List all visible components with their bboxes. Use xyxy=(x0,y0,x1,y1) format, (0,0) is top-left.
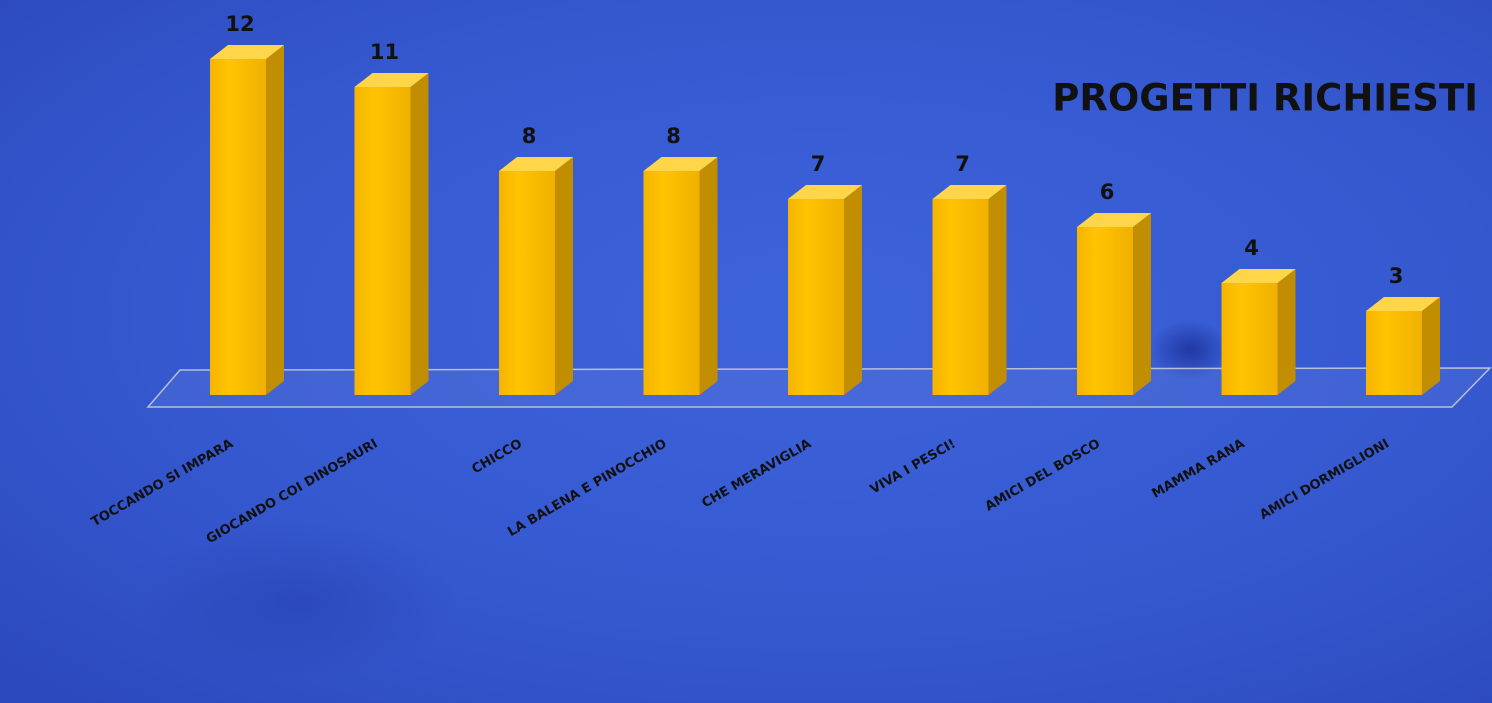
bar xyxy=(210,59,266,395)
value-label: 3 xyxy=(1389,264,1404,288)
bar-group xyxy=(1221,269,1296,395)
bar xyxy=(643,171,700,395)
bar-side xyxy=(1422,297,1440,395)
bar xyxy=(354,87,411,395)
bar-group xyxy=(1077,213,1151,395)
bar xyxy=(1221,283,1278,395)
value-label: 6 xyxy=(1100,180,1115,204)
value-label: 8 xyxy=(666,124,681,148)
value-label: 12 xyxy=(225,12,254,36)
bar xyxy=(499,171,555,395)
bar-group xyxy=(788,185,862,395)
value-label: 7 xyxy=(955,152,970,176)
bar-top xyxy=(643,157,718,171)
bar-side xyxy=(988,185,1007,395)
bar-side xyxy=(555,157,573,395)
bar-top xyxy=(1221,269,1296,283)
bar xyxy=(788,199,844,395)
value-label: 7 xyxy=(811,152,826,176)
bar-top xyxy=(354,73,429,87)
bar-group xyxy=(354,73,429,395)
value-label: 11 xyxy=(370,40,399,64)
background-spot xyxy=(1150,320,1230,380)
bar-top xyxy=(1366,297,1440,311)
bar-top xyxy=(1077,213,1151,227)
bar xyxy=(1077,227,1133,395)
bar-side xyxy=(410,73,429,395)
bar-group xyxy=(210,45,284,395)
bar-group xyxy=(1366,297,1440,395)
bar-side xyxy=(266,45,284,395)
value-label: 8 xyxy=(522,124,537,148)
bar-group xyxy=(932,185,1007,395)
background-spot xyxy=(140,520,460,680)
bar-side xyxy=(844,185,862,395)
bar xyxy=(1366,311,1422,395)
bar-side xyxy=(1133,213,1151,395)
chart-title: PROGETTI RICHIESTI xyxy=(1052,77,1478,120)
value-label: 4 xyxy=(1244,236,1259,260)
bar-group xyxy=(643,157,718,395)
bar-group xyxy=(499,157,573,395)
bar-side xyxy=(699,157,718,395)
bar-side xyxy=(1277,269,1296,395)
bar-top xyxy=(788,185,862,199)
bar-top xyxy=(210,45,284,59)
bar-top xyxy=(932,185,1007,199)
bar xyxy=(932,199,989,395)
bar-top xyxy=(499,157,573,171)
